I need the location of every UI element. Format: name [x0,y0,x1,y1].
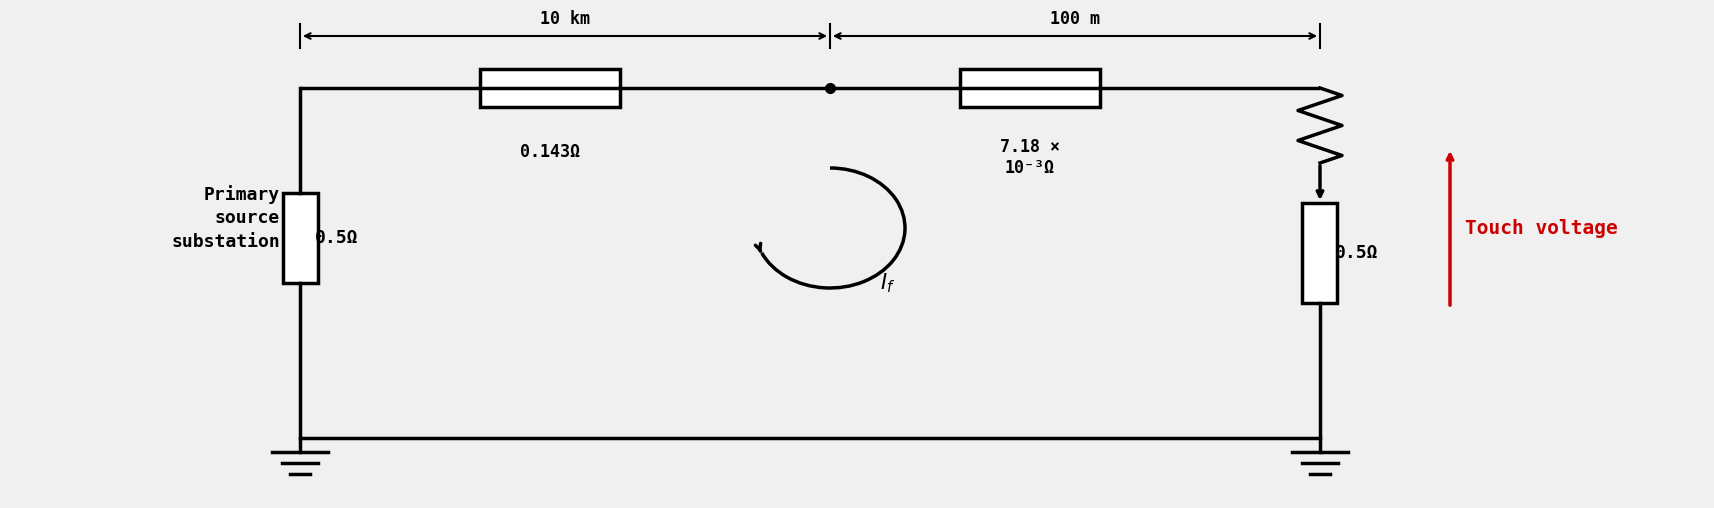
FancyBboxPatch shape [480,69,620,107]
Text: 100 m: 100 m [1049,10,1099,28]
Text: 0.5Ω: 0.5Ω [1333,244,1378,262]
Text: Primary
source
substation: Primary source substation [171,185,279,251]
Text: Touch voltage: Touch voltage [1464,218,1616,238]
Text: 0.143Ω: 0.143Ω [519,143,579,161]
FancyBboxPatch shape [1301,203,1337,303]
Text: $I_f$: $I_f$ [879,271,895,295]
Text: 10 km: 10 km [540,10,590,28]
FancyBboxPatch shape [283,193,317,283]
FancyBboxPatch shape [960,69,1099,107]
Text: 7.18 ×
10⁻³Ω: 7.18 × 10⁻³Ω [999,138,1059,177]
Text: 0.5Ω: 0.5Ω [315,229,358,247]
